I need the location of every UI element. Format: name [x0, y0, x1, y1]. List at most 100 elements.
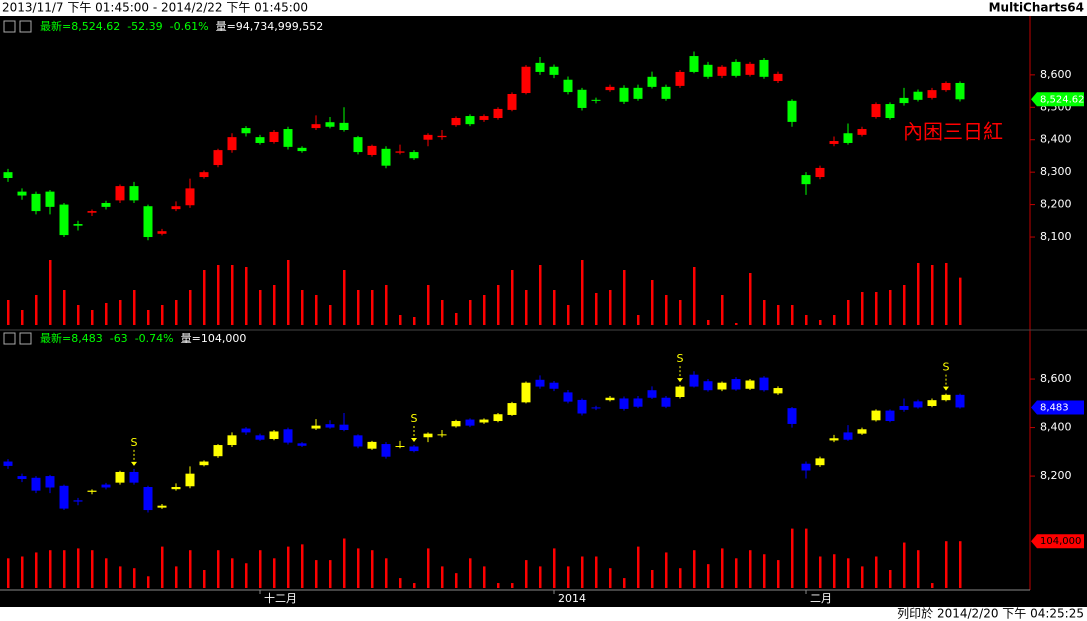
candle-body [115, 471, 125, 483]
volume-bar [861, 566, 864, 588]
volume-bar [189, 290, 192, 325]
candle-body [3, 461, 13, 466]
candle-body [227, 435, 237, 446]
volume-bar [385, 285, 388, 325]
volume-bar [763, 300, 766, 325]
volume-bar [175, 300, 178, 325]
dropdown-button [19, 332, 32, 345]
volume-bar [791, 528, 794, 588]
volume-bar [833, 315, 836, 325]
volume-bar [497, 285, 500, 325]
volume-bar [539, 566, 542, 588]
volume-bar [553, 290, 556, 325]
candle-body [731, 61, 741, 76]
volume-bar [651, 280, 654, 325]
volume-bar [217, 550, 220, 588]
candle-body [507, 94, 517, 110]
dropdown-button [19, 20, 32, 33]
candle-body [675, 386, 685, 398]
volume-bar [707, 564, 710, 588]
y-tick-label: 8,600 [1040, 68, 1072, 81]
candle-body [283, 429, 293, 443]
candle-body [185, 473, 195, 487]
volume-bar [399, 578, 402, 588]
legend-text: 最新=8,524.62 [40, 19, 120, 33]
volume-bar [329, 305, 332, 325]
volume-bar [791, 305, 794, 325]
volume-bar [511, 270, 514, 325]
volume-bar [217, 265, 220, 325]
candle-body [395, 446, 405, 448]
candle-body [423, 433, 433, 438]
candle-body [815, 167, 825, 178]
volume-bar [413, 317, 416, 325]
volume-bar [931, 265, 934, 325]
candle-body [703, 381, 713, 391]
volume-bar [385, 558, 388, 588]
x-tick-label: 2014 [558, 592, 586, 605]
volume-bar [469, 558, 472, 588]
volume-tag-label: 104,000 [1040, 536, 1081, 547]
candle-body [843, 133, 853, 143]
candle-body [143, 487, 153, 511]
volume-bar [413, 583, 416, 588]
dropdown-button [3, 332, 16, 345]
volume-bar [77, 305, 80, 325]
volume-bar [357, 290, 360, 325]
volume-bar [721, 548, 724, 588]
volume-bar [77, 548, 80, 588]
volume-bar [259, 290, 262, 325]
candle-body [661, 397, 671, 407]
candle-body [465, 116, 475, 125]
candle-body [787, 100, 797, 122]
candle-body [577, 399, 587, 414]
candle-body [913, 401, 923, 408]
volume-bar [371, 550, 374, 588]
candle-body [31, 477, 41, 491]
candle-body [787, 408, 797, 424]
volume-bar [49, 260, 52, 325]
volume-bar [917, 550, 920, 588]
candle-body [381, 444, 391, 457]
volume-bar [777, 560, 780, 588]
signal-label: S [943, 361, 950, 374]
y-tick-label: 8,400 [1040, 421, 1072, 434]
volume-bar [105, 558, 108, 588]
candle-body [199, 172, 209, 178]
candle-body [801, 175, 811, 185]
volume-bar [609, 568, 612, 588]
volume-bar [133, 568, 136, 588]
volume-bar [889, 570, 892, 588]
y-tick-label: 8,100 [1040, 230, 1072, 243]
candle-body [171, 206, 181, 210]
price-tag-label: 8,524.62 [1040, 94, 1085, 105]
volume-bar [581, 260, 584, 325]
candle-body [941, 82, 951, 91]
volume-bar [399, 315, 402, 325]
candle-body [101, 484, 111, 488]
candle-body [45, 476, 55, 488]
candle-body [451, 118, 461, 126]
candle-body [59, 204, 69, 236]
candle-body [773, 73, 783, 82]
candle-body [409, 446, 419, 452]
header-app: MultiCharts64 [989, 1, 1084, 15]
volume-bar [763, 554, 766, 588]
candle-body [773, 388, 783, 394]
candle-body [353, 137, 363, 153]
volume-bar [63, 290, 66, 325]
volume-bar [161, 546, 164, 588]
volume-bar [679, 300, 682, 325]
volume-bar [875, 556, 878, 588]
signal-arrowhead [411, 438, 417, 443]
candle-body [927, 90, 937, 98]
volume-bar [189, 550, 192, 588]
candle-body [885, 104, 895, 118]
candle-body [927, 400, 937, 406]
y-tick-label: 8,200 [1040, 198, 1072, 211]
volume-bar [21, 310, 24, 325]
candle-body [535, 62, 545, 72]
volume-bar [231, 265, 234, 325]
volume-bar [91, 550, 94, 588]
